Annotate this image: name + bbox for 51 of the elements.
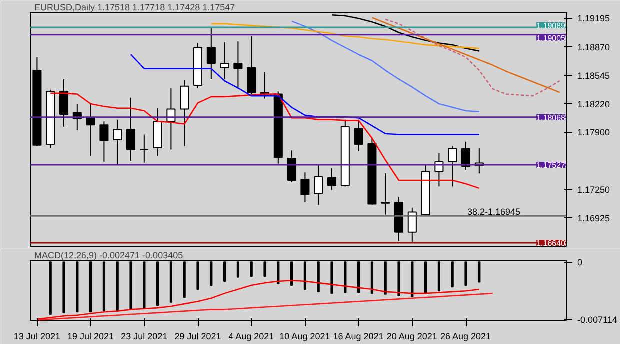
y-tick-label: 1.16925 xyxy=(578,213,610,224)
candlestick xyxy=(234,41,243,90)
candlestick xyxy=(300,172,310,204)
candlestick xyxy=(461,141,471,170)
chart-title: MACD(12,26,9) -0.002471 -0.003405 xyxy=(34,250,184,260)
x-tick-label: 23 Jul 2021 xyxy=(121,332,168,342)
x-tick-label: 16 Aug 2021 xyxy=(333,332,384,342)
y-tick-label: -0.007114 xyxy=(578,314,618,325)
annotation: 38.2-1.16945 xyxy=(467,207,520,218)
candlestick xyxy=(180,80,190,147)
x-tick-label: 10 Aug 2021 xyxy=(280,332,330,342)
y-tick-label: 1.18220 xyxy=(578,99,610,110)
ref-line-label: 1.19089 xyxy=(536,22,566,31)
candlestick xyxy=(354,119,364,152)
y-tick-label: 1.18870 xyxy=(578,42,610,52)
candlestick xyxy=(59,78,69,128)
ref-line-label: 1.17527 xyxy=(536,160,566,170)
ref-line-label: 1.19005 xyxy=(536,34,566,43)
x-tick-label: 26 Aug 2021 xyxy=(440,332,492,342)
y-tick-label: 1.19195 xyxy=(578,14,610,24)
candlestick xyxy=(327,168,337,191)
candlestick xyxy=(220,42,230,80)
y-tick-label: 1.17900 xyxy=(578,128,610,138)
candlestick xyxy=(287,150,296,183)
candlestick xyxy=(314,165,324,206)
candlestick xyxy=(100,121,109,163)
candlestick xyxy=(113,119,122,166)
x-tick-label: 4 Aug 2021 xyxy=(228,332,274,342)
candlestick xyxy=(126,97,136,162)
x-tick-label: 20 Aug 2021 xyxy=(386,332,438,342)
candlestick xyxy=(140,134,150,164)
line-series xyxy=(50,92,480,190)
x-tick-label: 13 Jul 2021 xyxy=(14,332,60,342)
line-series xyxy=(291,20,480,113)
x-tick-label: 29 Jul 2021 xyxy=(174,332,222,342)
y-tick-label: 1.18545 xyxy=(578,70,610,81)
line-series xyxy=(130,54,480,136)
y-tick-label: 0 xyxy=(578,258,583,268)
line-series xyxy=(36,280,480,320)
chart-title: EURUSD,Daily 1.17518 1.17718 1.17428 1.17547 xyxy=(34,2,236,12)
line-series xyxy=(210,23,480,50)
ref-line-label: 1.18068 xyxy=(536,113,566,122)
candlestick xyxy=(381,172,390,216)
candlestick xyxy=(408,207,417,243)
candlestick xyxy=(206,28,216,80)
x-tick-label: 19 Jul 2021 xyxy=(68,332,114,342)
y-tick-label: 1.17250 xyxy=(578,184,610,195)
line-series xyxy=(36,292,494,320)
candlestick xyxy=(448,146,458,188)
candlestick xyxy=(86,102,96,156)
ref-line-label: 1.16640 xyxy=(536,238,566,248)
